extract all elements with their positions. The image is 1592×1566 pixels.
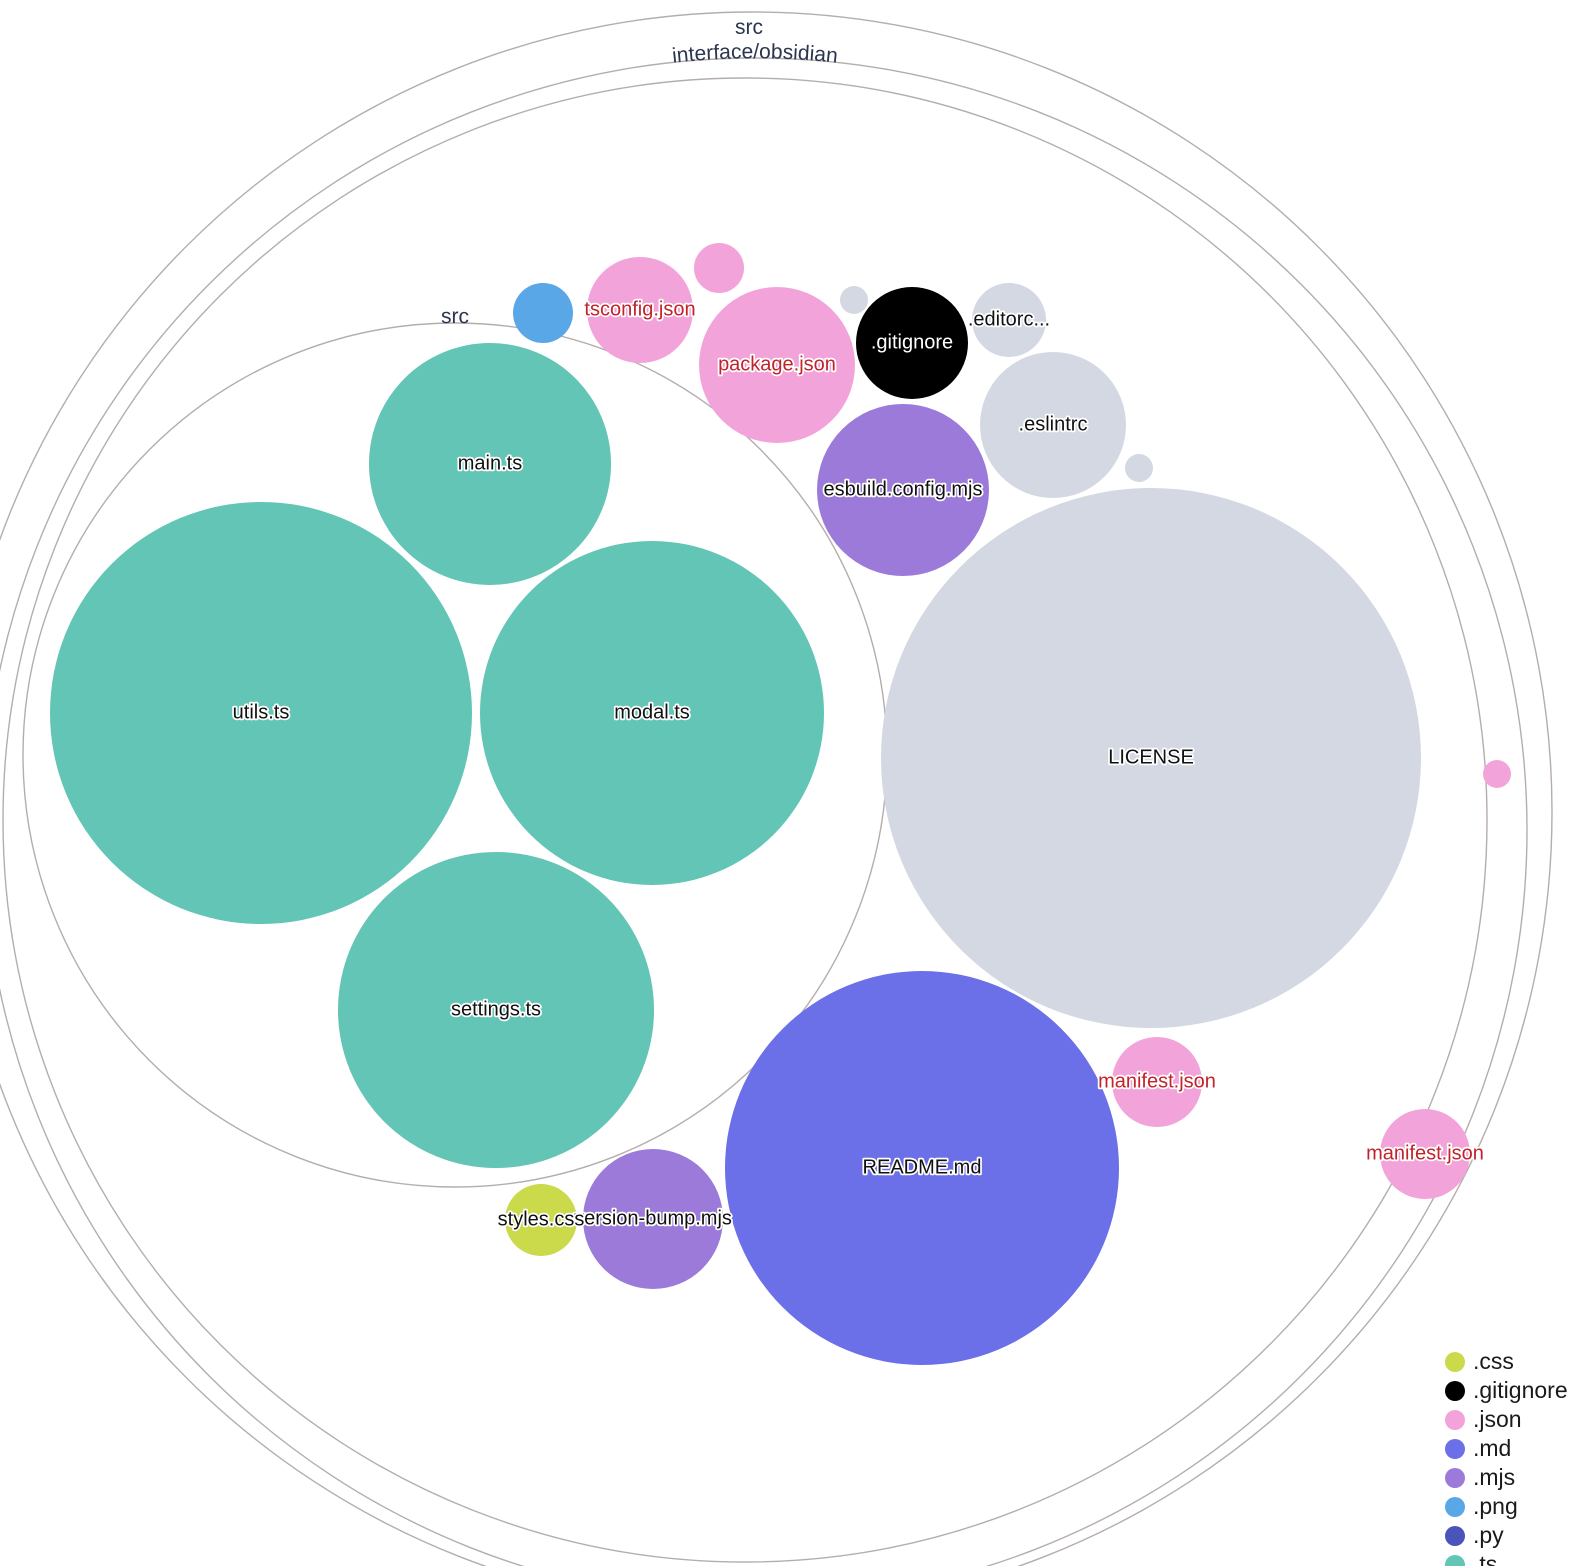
file-circle-readme-md[interactable] bbox=[725, 971, 1119, 1365]
file-label-settings-ts: settings.ts bbox=[451, 998, 541, 1020]
file-circle--gitignore[interactable] bbox=[856, 287, 968, 399]
file-circle-main-ts[interactable] bbox=[369, 343, 611, 585]
file-label--editorc-: .editorc... bbox=[968, 308, 1050, 330]
file-circle-modal-ts[interactable] bbox=[480, 541, 824, 885]
file-circle-settings-ts[interactable] bbox=[338, 852, 654, 1168]
boundary-outer-ring-1 bbox=[0, 11, 1553, 1566]
legend-label-css: .css bbox=[1473, 1348, 1514, 1374]
legend-label-mjs: .mjs bbox=[1473, 1464, 1515, 1490]
legend-swatch-md[interactable] bbox=[1445, 1439, 1465, 1459]
file-circle-20[interactable] bbox=[1483, 760, 1511, 788]
legend: .css .gitignore .json .md .mjs .png .py .ts bbox=[1445, 1348, 1568, 1566]
file-label-readme-md: README.md bbox=[863, 1156, 982, 1178]
file-circle-19[interactable] bbox=[1125, 454, 1153, 482]
file-label-manifest-json: manifest.json bbox=[1366, 1142, 1484, 1164]
file-label-main-ts: main.ts bbox=[458, 452, 522, 474]
file-circle-18[interactable] bbox=[840, 286, 868, 314]
legend-swatch-mjs[interactable] bbox=[1445, 1468, 1465, 1488]
file-circle-utils-ts[interactable] bbox=[50, 502, 472, 924]
file-circle--eslintrc[interactable] bbox=[980, 352, 1126, 498]
file-circle-17[interactable] bbox=[694, 243, 744, 293]
file-label-utils-ts: utils.ts bbox=[233, 701, 290, 723]
file-circle--editorc-[interactable] bbox=[972, 283, 1046, 357]
file-label-manifest-json: manifest.json bbox=[1098, 1070, 1216, 1092]
boundary-outer-ring-2 bbox=[0, 57, 1528, 1566]
file-label-esbuild-config-mjs: esbuild.config.mjs bbox=[824, 478, 983, 500]
legend-swatch-py[interactable] bbox=[1445, 1526, 1465, 1546]
boundary-outer-ring-3 bbox=[2, 77, 1488, 1563]
legend-label-png: .png bbox=[1473, 1493, 1518, 1519]
file-labels: utils.ts modal.ts settings.ts main.ts LICENS… bbox=[231, 297, 1486, 1232]
file-circle-version-bump-mjs[interactable] bbox=[583, 1149, 723, 1289]
file-label-package-json: package.json bbox=[718, 353, 836, 375]
legend-swatch-css[interactable] bbox=[1445, 1352, 1465, 1372]
file-circle-package-json[interactable] bbox=[699, 287, 855, 443]
legend-swatch-ts[interactable] bbox=[1445, 1555, 1465, 1566]
legend-label-md: .md bbox=[1473, 1435, 1511, 1461]
legend-swatch-gitignore[interactable] bbox=[1445, 1381, 1465, 1401]
legend-label-json: .json bbox=[1473, 1406, 1522, 1432]
legend-swatch-png[interactable] bbox=[1445, 1497, 1465, 1517]
file-circle-license[interactable] bbox=[881, 488, 1421, 1028]
group-label-src-outer: src bbox=[735, 16, 763, 39]
file-circle-manifest-json[interactable] bbox=[1112, 1037, 1202, 1127]
group-label-src-inner: src bbox=[441, 305, 469, 328]
file-label-modal-ts: modal.ts bbox=[614, 701, 690, 723]
legend-label-gitignore: .gitignore bbox=[1473, 1377, 1568, 1403]
legend-label-py: .py bbox=[1473, 1522, 1504, 1548]
file-label-version-bump-mjs: version-bump.mjs bbox=[574, 1207, 732, 1229]
file-circle-tsconfig-json[interactable] bbox=[587, 257, 693, 363]
file-circle-styles-css[interactable] bbox=[505, 1184, 577, 1256]
file-label-license: LICENSE bbox=[1108, 746, 1194, 768]
legend-swatch-json[interactable] bbox=[1445, 1410, 1465, 1430]
file-circles bbox=[50, 243, 1511, 1365]
file-circle-esbuild-config-mjs[interactable] bbox=[817, 404, 989, 576]
group-label-interface-obsidian: interface/obsidian bbox=[671, 40, 839, 67]
file-label-styles-css: styles.css bbox=[498, 1208, 585, 1230]
file-circle-manifest-json[interactable] bbox=[1380, 1109, 1470, 1199]
legend-label-ts: .ts bbox=[1473, 1551, 1497, 1566]
file-label--gitignore: .gitignore bbox=[871, 331, 953, 353]
file-label--eslintrc: .eslintrc bbox=[1019, 413, 1088, 435]
file-circle-16[interactable] bbox=[513, 283, 573, 343]
file-label-tsconfig-json: tsconfig.json bbox=[584, 298, 695, 320]
